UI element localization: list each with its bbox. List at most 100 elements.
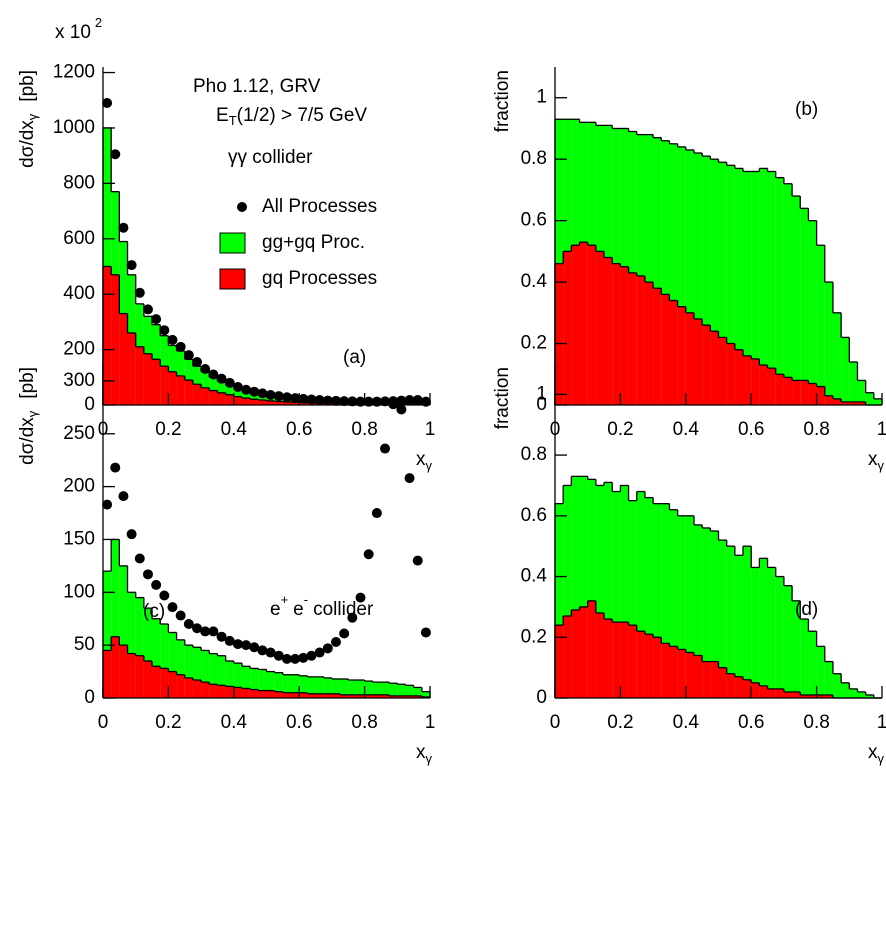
bar [168,371,177,405]
bar [405,685,414,698]
bar [209,390,218,405]
bar [340,678,349,698]
y-tick-label: 0.2 [521,333,547,354]
bar [152,359,161,405]
bar [579,242,588,405]
point [208,369,219,380]
bar [209,684,218,698]
bar [192,384,202,405]
x-tick-label: 0.2 [607,712,633,733]
point [314,395,325,406]
x-tick-label: 1 [425,712,436,733]
point [134,553,145,564]
bar [710,331,719,405]
bar [628,500,637,698]
point [167,602,178,613]
x-tick-label: 0 [98,712,109,733]
bar [555,625,564,698]
bar [331,693,341,698]
bar [135,655,144,698]
bar [563,251,572,405]
bar [555,263,564,405]
bar [184,677,193,698]
bar [824,282,833,405]
point [306,650,317,661]
bar [710,159,719,405]
point [126,260,137,271]
bar [274,672,283,698]
panel-label: (c) [143,601,165,622]
point [355,396,366,407]
bar [250,399,259,405]
bar [726,343,735,405]
bar [677,306,686,405]
y-axis-label-text: dσ/dx [17,120,38,168]
bar [759,365,768,405]
point [330,395,341,406]
y-axis-label: dσ/dxγ [pb] [17,367,40,465]
x-tick-label: 0.2 [155,712,181,733]
bar [792,600,801,698]
point [420,396,431,407]
point [175,610,186,621]
point [183,350,194,361]
bar [677,146,686,405]
bar [743,679,752,698]
bar [661,140,670,405]
x-tick-label: 0.4 [221,419,248,440]
y-axis-label-unit: [pb] [17,70,38,102]
point [241,384,252,395]
x-tick-label: 1 [425,419,436,440]
bar [653,288,662,405]
bar [192,647,202,698]
y-tick-label: 1 [536,87,547,108]
point [273,650,284,661]
bar [767,171,776,405]
bar [620,622,629,698]
bar [274,691,283,698]
bar [685,515,694,698]
annotation: γγ collider [228,147,313,168]
x-axis-label-text: x [868,449,878,470]
x-axis-label: xγ [416,742,433,766]
point [249,642,260,653]
bar [315,693,324,698]
bar [323,677,332,698]
bar [364,681,373,698]
y-tick-label: 0 [536,687,547,708]
bar [579,606,588,698]
bar [783,377,793,405]
bar [718,667,727,698]
bar [734,349,744,405]
annotation-part: (1/2) > 7/5 GeV [237,105,368,126]
point [134,287,145,298]
point [339,628,350,639]
bar [563,485,572,698]
bar [258,669,267,698]
y-axis-label-text: fraction [492,70,513,132]
bar [824,661,833,698]
bar [201,682,210,698]
point [102,98,113,109]
bar [612,622,621,698]
bar [143,608,153,698]
bar [291,402,300,405]
bar [661,294,670,405]
bar [759,168,768,405]
x-axis-label-text: x [416,742,426,763]
bar [849,688,858,698]
bar [693,524,703,698]
bar [644,282,654,405]
point [265,390,276,401]
bar [604,257,613,405]
y-tick-label: 100 [63,581,95,602]
bar [143,661,153,698]
point [183,619,194,630]
y-tick-label: 0 [84,687,95,708]
bar [282,674,292,698]
bar [233,396,242,405]
bar [734,168,744,405]
point [200,626,211,637]
x-axis-label: xγ [416,449,433,473]
bar [587,600,596,698]
